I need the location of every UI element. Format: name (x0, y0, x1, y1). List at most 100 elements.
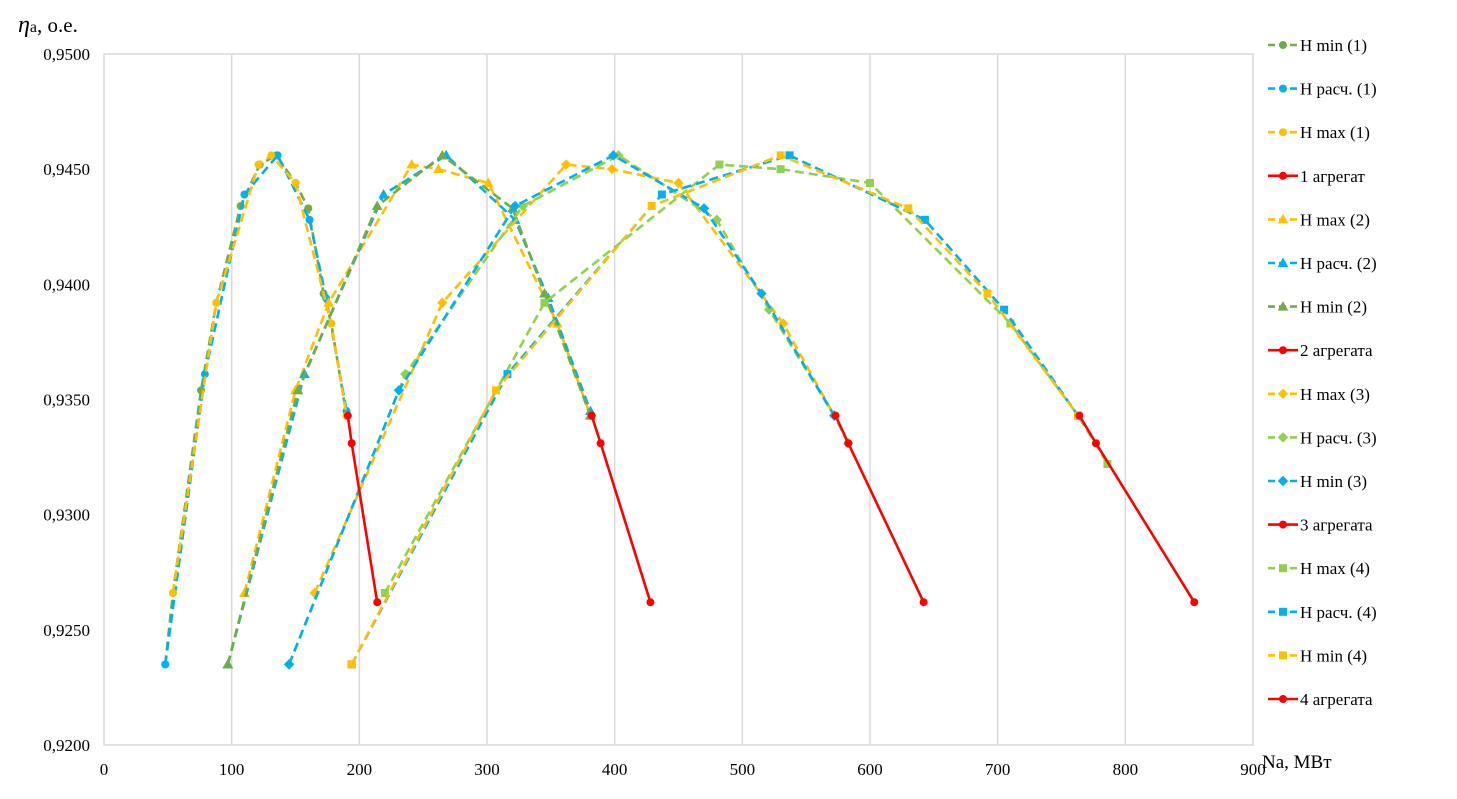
legend-label: H min (3) (1300, 472, 1367, 491)
data-point (343, 411, 352, 420)
legend-swatch-marker (1279, 520, 1287, 529)
x-axis-ticks: 0 100 200 300 400 500 600 700 800 900 (100, 760, 1266, 779)
y-tick-label: 0,9300 (43, 506, 90, 525)
legend-swatch-marker (1279, 84, 1287, 93)
legend: H min (1) H расч. (1) H max (1) 1 агрегат H … (1268, 36, 1377, 709)
legend-item: H расч. (2) (1268, 254, 1377, 273)
data-point (254, 160, 263, 169)
y-tick-label: 0,9500 (43, 45, 90, 64)
data-point (919, 598, 928, 607)
legend-item: 4 агрегата (1268, 690, 1373, 709)
y-axis-title-unit: , о.е. (37, 13, 78, 37)
legend-swatch-marker (1279, 171, 1287, 180)
legend-swatch-marker (1279, 695, 1287, 703)
legend-item: H расч. (3) (1268, 428, 1377, 447)
legend-swatch-marker (1279, 41, 1287, 49)
legend-label: H расч. (4) (1300, 603, 1377, 622)
grid-lines (230, 54, 1127, 745)
plot-border (103, 53, 1254, 746)
legend-item: H min (1) (1268, 36, 1367, 55)
data-point (240, 190, 249, 199)
legend-label: H min (4) (1300, 646, 1367, 665)
legend-label: H max (1) (1300, 123, 1370, 142)
data-point (904, 204, 913, 213)
legend-item: 2 агрегата (1268, 341, 1373, 360)
data-point (1091, 439, 1100, 448)
series-layer (161, 149, 1199, 670)
data-point (1075, 411, 1084, 420)
x-tick-label: 500 (730, 760, 756, 779)
data-point (436, 149, 448, 160)
data-point (267, 151, 276, 160)
series-line (163, 154, 348, 665)
y-tick-label: 0,9200 (43, 736, 90, 755)
legend-label: H max (4) (1300, 559, 1370, 578)
data-point (646, 598, 655, 607)
y-axis-title-subscript: a (30, 19, 37, 36)
series-2 (161, 151, 351, 669)
data-point (283, 659, 295, 670)
legend-swatch-marker (1277, 432, 1289, 443)
data-point (866, 178, 874, 187)
legend-swatch-marker (1279, 607, 1287, 616)
legend-label: 4 агрегата (1300, 690, 1373, 709)
y-tick-label: 0,9400 (43, 275, 90, 294)
data-point (606, 163, 618, 175)
y-axis-title: ηa, о.е. (18, 12, 78, 38)
series-13 (380, 160, 1112, 597)
legend-item: H max (2) (1268, 210, 1370, 229)
legend-item: H min (2) (1268, 298, 1367, 317)
data-point (323, 297, 335, 307)
series-10 (283, 150, 854, 670)
series-line (383, 163, 1109, 594)
data-point (756, 288, 767, 299)
series-16 (1075, 411, 1199, 607)
legend-swatch-marker (1279, 128, 1287, 137)
series-7 (222, 149, 596, 669)
series-line (163, 154, 348, 665)
legend-swatch-marker (1279, 564, 1287, 573)
x-tick-label: 0 (100, 760, 109, 779)
data-point (844, 439, 853, 448)
legend-label: H max (2) (1300, 210, 1370, 229)
x-tick-label: 300 (474, 760, 500, 779)
data-point (491, 386, 500, 395)
data-point (437, 297, 448, 308)
x-tick-label: 700 (985, 760, 1011, 779)
legend-item: H расч. (4) (1268, 603, 1377, 622)
data-point (212, 298, 221, 307)
data-point (371, 200, 383, 211)
legend-label: 1 агрегат (1300, 167, 1365, 186)
legend-swatch-marker (1277, 475, 1289, 487)
data-point (304, 204, 313, 213)
data-point (776, 165, 785, 174)
legend-item: 1 агрегат (1268, 167, 1365, 186)
series-4 (343, 411, 382, 607)
axis-titles: ηa, о.е. Na, МВт (18, 12, 1332, 773)
legend-swatch-marker (1277, 257, 1289, 267)
data-point (715, 160, 724, 169)
series-5 (239, 159, 596, 597)
data-point (657, 190, 666, 199)
x-tick-label: 400 (602, 760, 628, 779)
legend-label: H min (2) (1300, 298, 1367, 317)
series-6 (222, 149, 596, 669)
data-point (540, 298, 549, 307)
legend-item: H расч. (1) (1268, 80, 1377, 99)
x-tick-label: 900 (1240, 760, 1266, 779)
data-point (393, 385, 405, 396)
data-point (560, 159, 572, 170)
legend-label: H расч. (1) (1300, 80, 1377, 99)
legend-label: H min (1) (1300, 36, 1367, 55)
data-point (347, 439, 356, 448)
series-9 (309, 159, 840, 599)
series-line (243, 163, 592, 594)
data-point (482, 177, 494, 187)
data-point (378, 188, 389, 199)
legend-item: H min (3) (1268, 472, 1367, 491)
legend-item: H max (4) (1268, 559, 1370, 578)
data-point (785, 151, 794, 160)
y-tick-label: 0,9350 (43, 391, 90, 410)
data-point (1000, 305, 1009, 314)
data-point (222, 658, 234, 669)
